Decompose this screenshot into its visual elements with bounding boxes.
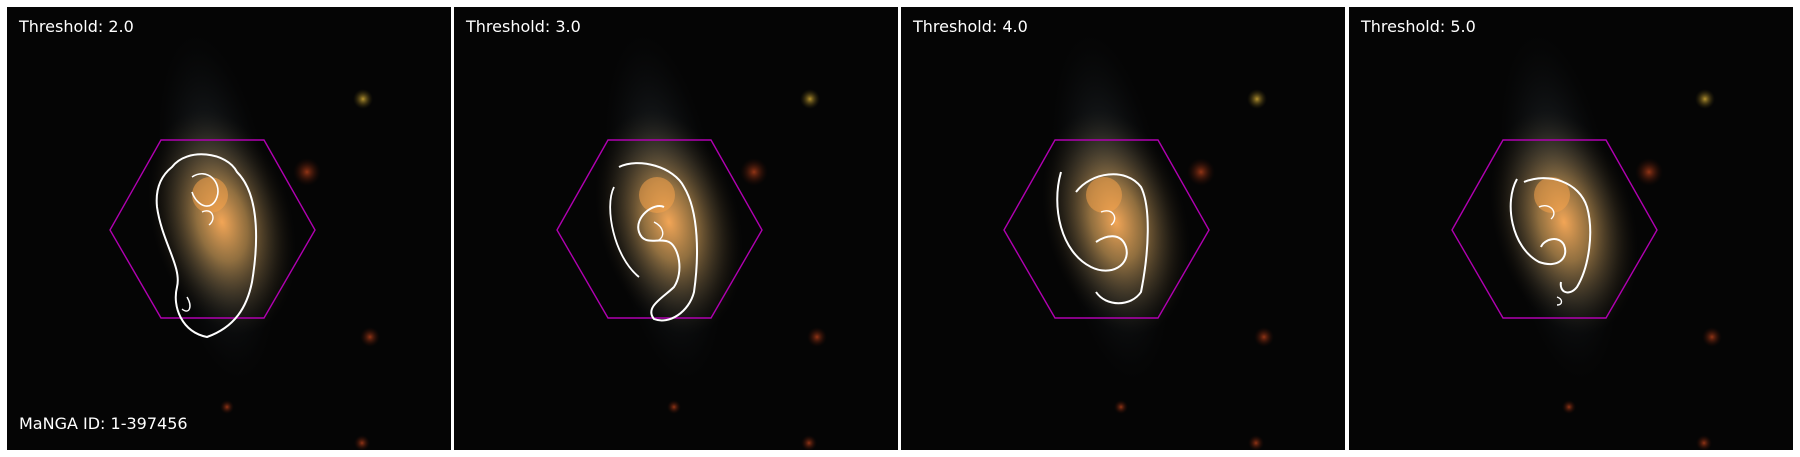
threshold-label: Threshold: 4.0	[913, 17, 1028, 36]
galaxy-panel-1: Threshold: 2.0 MaNGA ID: 1-397456	[7, 7, 451, 450]
threshold-label: Threshold: 5.0	[1361, 17, 1476, 36]
manga-id-label: MaNGA ID: 1-397456	[19, 414, 188, 433]
galaxy-image-1	[109, 33, 380, 450]
galaxy-panel-4: Threshold: 5.0	[1349, 7, 1793, 450]
threshold-label: Threshold: 3.0	[466, 17, 581, 36]
galaxy-image-3	[1003, 33, 1274, 450]
galaxy-panel-3: Threshold: 4.0	[901, 7, 1345, 450]
threshold-label: Threshold: 2.0	[19, 17, 134, 36]
galaxy-panel-2: Threshold: 3.0	[454, 7, 898, 450]
galaxy-image-2	[556, 33, 827, 450]
galaxy-image-4	[1451, 33, 1722, 450]
